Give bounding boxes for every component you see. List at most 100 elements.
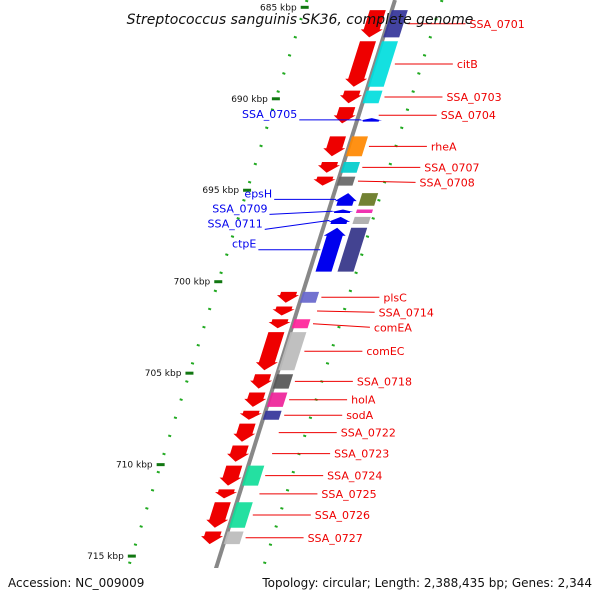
gene-ssa_0725[interactable] bbox=[215, 489, 237, 499]
cog-band bbox=[223, 531, 244, 545]
gene-ssa_0703[interactable] bbox=[340, 90, 383, 104]
gene-arrow[interactable] bbox=[250, 374, 273, 389]
cog-band bbox=[340, 162, 360, 173]
gene-label[interactable]: SSA_0711 bbox=[208, 217, 263, 230]
tick-label: 690 kbp bbox=[231, 95, 268, 105]
genome-backbone bbox=[204, 0, 397, 600]
label-leader bbox=[264, 219, 330, 230]
gene-label[interactable]: SSA_0727 bbox=[308, 532, 363, 545]
gene-arrow[interactable] bbox=[215, 489, 237, 499]
gene-label[interactable]: SSA_0701 bbox=[470, 18, 525, 31]
topology-text: Topology: circular; Length: 2,388,435 bp… bbox=[261, 576, 592, 590]
gene-arrow[interactable] bbox=[315, 227, 346, 272]
gene-arrow[interactable] bbox=[318, 162, 340, 173]
gene-hola[interactable] bbox=[244, 392, 288, 407]
tick-label: 695 kbp bbox=[202, 186, 239, 196]
tick-label: 700 kbp bbox=[174, 278, 211, 288]
gene-label[interactable]: SSA_0707 bbox=[424, 161, 479, 174]
gene-label[interactable]: epsH bbox=[244, 187, 272, 200]
gene-arrow[interactable] bbox=[244, 392, 267, 407]
gene-label[interactable]: SSA_0718 bbox=[357, 375, 412, 388]
gene-comec[interactable] bbox=[255, 332, 307, 371]
gene-labels: SSA_0701 citB SSA_0703 SSA_0704 SSA_0705 rheA… bbox=[96, 18, 525, 585]
gene-arrow[interactable] bbox=[360, 10, 386, 38]
gene-arrow[interactable] bbox=[313, 176, 336, 186]
cog-band bbox=[242, 465, 265, 486]
gene-arrow[interactable] bbox=[328, 216, 351, 224]
gene-arrow[interactable] bbox=[331, 209, 354, 214]
gene-arrow[interactable] bbox=[360, 118, 382, 122]
gene-ctpe[interactable] bbox=[315, 227, 368, 272]
gene-ssa_0726[interactable] bbox=[206, 502, 253, 528]
gene-label[interactable]: SSA_0724 bbox=[327, 470, 382, 483]
gene-ssa_0722[interactable] bbox=[233, 423, 256, 442]
cog-band bbox=[262, 410, 282, 420]
gene-label[interactable]: SSA_0714 bbox=[379, 306, 434, 319]
gene-ssa_0704[interactable] bbox=[333, 107, 356, 124]
gene-arrow[interactable] bbox=[340, 90, 362, 104]
cog-band bbox=[299, 291, 320, 303]
gene-label[interactable]: SSA_0705 bbox=[242, 108, 297, 121]
gene-label[interactable]: sodA bbox=[346, 409, 373, 422]
gene-comea[interactable] bbox=[268, 319, 311, 329]
gene-arrow[interactable] bbox=[201, 531, 224, 545]
gene-ssa_0723[interactable] bbox=[227, 445, 250, 462]
cog-band bbox=[278, 332, 307, 371]
gene-label[interactable]: holA bbox=[351, 394, 376, 407]
cog-band bbox=[272, 374, 294, 389]
gene-arrow[interactable] bbox=[206, 502, 231, 528]
cog-band bbox=[228, 502, 253, 528]
label-leader bbox=[269, 210, 333, 215]
gene-ssa_0705[interactable] bbox=[360, 118, 382, 122]
gene-ssa_0709[interactable] bbox=[331, 209, 373, 214]
gene-label[interactable]: SSA_0722 bbox=[341, 427, 396, 440]
gene-ssa_0708[interactable] bbox=[313, 176, 356, 186]
gene-soda[interactable] bbox=[239, 410, 282, 420]
gene-ssa_0724[interactable] bbox=[219, 465, 265, 486]
cog-band bbox=[336, 176, 356, 186]
gene-arrow[interactable] bbox=[255, 332, 285, 371]
gene-label[interactable]: comEC bbox=[366, 345, 404, 358]
gene-ssa_0701[interactable] bbox=[360, 10, 408, 38]
gene-ssa_0727[interactable] bbox=[201, 531, 244, 545]
gene-rhea[interactable] bbox=[323, 136, 368, 157]
gene-label[interactable]: SSA_0704 bbox=[441, 109, 496, 122]
gene-label[interactable]: plsC bbox=[383, 291, 407, 304]
cog-band bbox=[291, 319, 311, 329]
gene-arrow[interactable] bbox=[268, 319, 291, 329]
gene-arrow[interactable] bbox=[219, 465, 243, 486]
gene-arrow[interactable] bbox=[323, 136, 346, 157]
gene-citb[interactable] bbox=[345, 41, 398, 87]
gene-arrow[interactable] bbox=[233, 423, 256, 442]
gene-arrow[interactable] bbox=[334, 193, 357, 206]
gene-label[interactable]: SSA_0726 bbox=[315, 509, 370, 522]
gene-label[interactable]: SSA_0708 bbox=[420, 176, 475, 189]
label-leader bbox=[317, 310, 375, 313]
gene-arrow[interactable] bbox=[272, 306, 295, 316]
tick-label: 715 kbp bbox=[87, 552, 124, 562]
gene-label[interactable]: ctpE bbox=[232, 238, 256, 251]
gene-label[interactable]: SSA_0709 bbox=[212, 202, 267, 215]
gene-epsh[interactable] bbox=[334, 193, 379, 206]
gene-label[interactable]: SSA_0723 bbox=[334, 448, 389, 461]
gene-label[interactable]: SSA_0703 bbox=[446, 91, 501, 104]
gene-ssa_0718[interactable] bbox=[250, 374, 294, 389]
gene-arrow[interactable] bbox=[239, 410, 262, 420]
gene-ssa_0707[interactable] bbox=[318, 162, 360, 173]
gene-label[interactable]: citB bbox=[457, 58, 478, 71]
gene-arrow[interactable] bbox=[345, 41, 376, 87]
cog-band bbox=[383, 10, 408, 38]
gene-arrow[interactable] bbox=[227, 445, 250, 462]
gene-label[interactable]: rheA bbox=[431, 140, 457, 153]
gene-label[interactable]: SSA_0725 bbox=[321, 488, 376, 501]
kbp-ticks: 685 kbp 690 kbp 695 kbp 700 kbp 705 kbp 710 k… bbox=[87, 3, 309, 562]
cog-band bbox=[345, 136, 368, 157]
gene-label[interactable]: comEA bbox=[374, 321, 412, 334]
gene-arrow[interactable] bbox=[333, 107, 356, 124]
gene-ssa_0714[interactable] bbox=[272, 306, 295, 316]
gene-plsc[interactable] bbox=[277, 291, 320, 303]
gene-arrow[interactable] bbox=[277, 291, 299, 303]
cog-band bbox=[266, 392, 288, 407]
gene-ssa_0711[interactable] bbox=[328, 216, 371, 224]
